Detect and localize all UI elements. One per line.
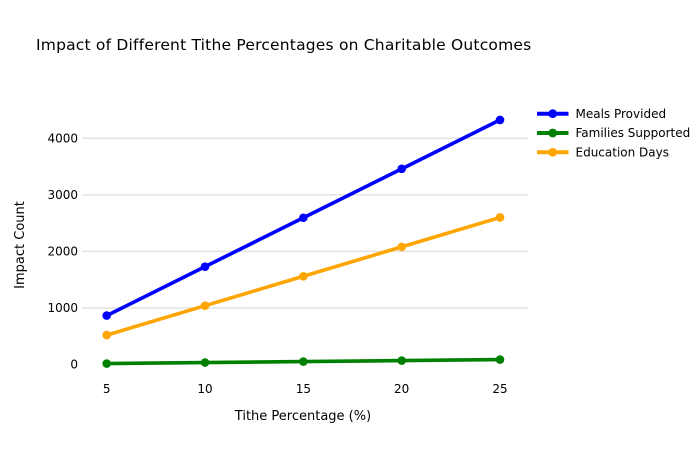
data-point-education-days [299, 271, 308, 281]
legend-swatch-dot-education-days [548, 147, 558, 157]
data-point-families-supported [397, 356, 406, 365]
data-point-families-supported [200, 358, 210, 367]
data-point-education-days [397, 242, 406, 252]
y-axis-label: Impact Count [13, 201, 28, 289]
legend-item-meals-provided: Meals Provided [576, 107, 667, 121]
x-tick-label: 15 [296, 382, 311, 396]
legend-item-families-supported: Families Supported [576, 126, 691, 140]
x-tick-label: 5 [103, 382, 111, 396]
legend-swatch-dot-families-supported [548, 128, 558, 138]
data-point-education-days [102, 330, 111, 340]
legend-swatch-dot-meals-provided [548, 109, 558, 119]
data-point-families-supported [299, 357, 308, 366]
x-tick-label: 10 [197, 382, 212, 396]
x-tick-label: 25 [492, 382, 507, 396]
y-tick-label: 2000 [47, 245, 78, 259]
data-point-meals-provided [299, 213, 308, 223]
x-tick-label: 20 [394, 382, 409, 396]
data-point-meals-provided [200, 262, 210, 271]
y-tick-label: 0 [70, 358, 78, 372]
data-point-meals-provided [495, 115, 505, 125]
y-tick-label: 4000 [47, 131, 78, 145]
data-point-meals-provided [397, 164, 406, 174]
x-axis-label: Tithe Percentage (%) [234, 409, 371, 424]
chart-title: Impact of Different Tithe Percentages on… [36, 36, 532, 54]
data-point-meals-provided [102, 311, 111, 320]
legend-item-education-days: Education Days [576, 146, 670, 160]
data-point-education-days [200, 301, 210, 310]
data-point-families-supported [495, 355, 505, 364]
data-point-families-supported [102, 359, 111, 368]
data-point-education-days [495, 213, 505, 222]
y-tick-label: 3000 [47, 188, 78, 202]
y-tick-label: 1000 [47, 301, 78, 315]
